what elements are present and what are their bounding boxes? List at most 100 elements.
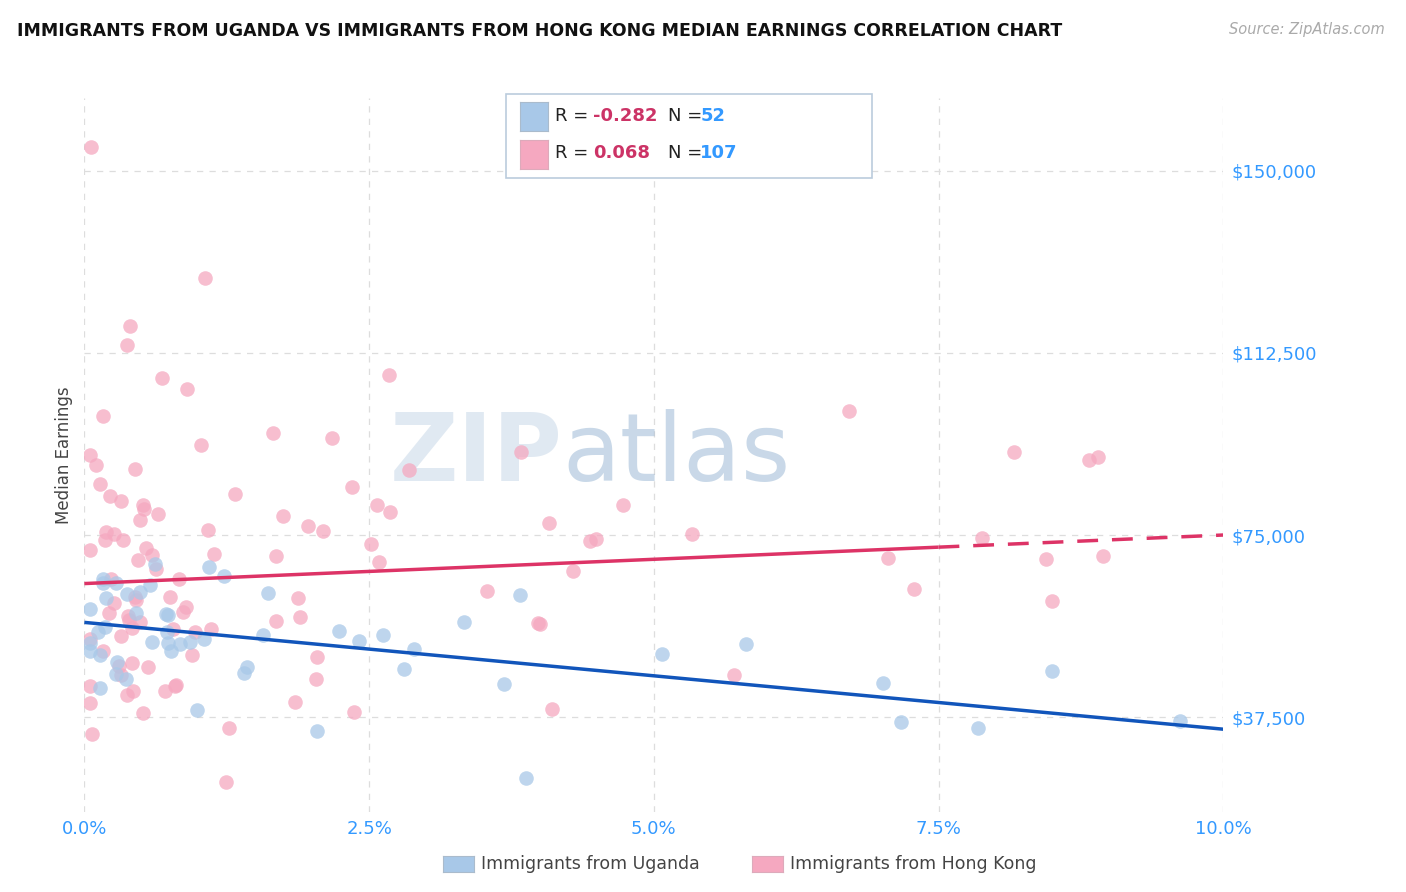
Point (872, 676, 894, 690)
Point (579, 534, 602, 549)
Point (111, 533, 134, 547)
Point (165, 678, 187, 692)
Point (838, 403, 860, 417)
Point (79, 696, 101, 710)
Point (159, 644, 181, 658)
Point (103, 526, 125, 541)
Text: N =: N = (668, 107, 707, 125)
Point (264, 549, 287, 564)
Point (79, 644, 101, 658)
Point (157, 608, 180, 623)
Point (651, 647, 673, 661)
Point (93, 620, 115, 634)
Text: Source: ZipAtlas.com: Source: ZipAtlas.com (1229, 22, 1385, 37)
Point (1002, 445, 1025, 459)
Point (287, 591, 309, 605)
Point (200, 622, 222, 636)
Point (1087, 450, 1109, 465)
Point (224, 487, 246, 501)
Point (125, 593, 148, 607)
Point (233, 665, 256, 680)
Text: ZIP: ZIP (389, 409, 562, 501)
Text: R =: R = (555, 145, 600, 162)
Point (612, 498, 634, 512)
Point (1040, 664, 1063, 678)
Point (236, 660, 259, 674)
Point (377, 368, 399, 382)
Point (121, 621, 143, 635)
Point (723, 667, 745, 681)
Point (115, 672, 138, 686)
Point (477, 583, 499, 598)
Point (193, 632, 215, 646)
Point (402, 642, 425, 657)
Point (169, 572, 191, 586)
Point (297, 518, 319, 533)
Point (79, 601, 101, 615)
Point (139, 578, 162, 592)
Text: atlas: atlas (562, 409, 792, 501)
Point (143, 558, 166, 572)
Point (94, 525, 117, 540)
Point (184, 625, 207, 640)
Point (103, 596, 125, 610)
Point (510, 445, 533, 459)
Point (110, 668, 132, 682)
Point (104, 575, 127, 590)
Point (89, 648, 111, 663)
Point (174, 600, 197, 615)
Text: IMMIGRANTS FROM UGANDA VS IMMIGRANTS FROM HONG KONG MEDIAN EARNINGS CORRELATION : IMMIGRANTS FROM UGANDA VS IMMIGRANTS FRO… (17, 22, 1062, 40)
Text: -0.282: -0.282 (593, 107, 658, 125)
Point (159, 591, 181, 605)
Point (198, 560, 221, 574)
Point (80, 139, 103, 153)
Point (312, 524, 335, 539)
Point (125, 606, 148, 620)
Point (122, 684, 145, 698)
Point (115, 688, 138, 702)
Point (156, 624, 179, 639)
Point (89, 476, 111, 491)
Point (527, 615, 550, 630)
Point (80, 727, 103, 741)
Point (271, 509, 294, 524)
Point (492, 677, 515, 691)
Point (1035, 551, 1057, 566)
Point (262, 426, 284, 441)
Point (108, 659, 131, 673)
Point (107, 655, 129, 669)
Point (98, 489, 121, 503)
Point (79, 636, 101, 650)
Text: 0.068: 0.068 (593, 145, 651, 162)
Point (163, 679, 186, 693)
Point (136, 659, 159, 673)
Point (215, 775, 238, 789)
Text: 107: 107 (700, 145, 738, 162)
Point (124, 590, 146, 604)
Point (89, 681, 111, 696)
Point (115, 337, 138, 351)
Point (94, 591, 117, 605)
Point (197, 523, 219, 537)
Point (181, 648, 204, 663)
Point (128, 585, 150, 599)
Text: Immigrants from Hong Kong: Immigrants from Hong Kong (790, 855, 1036, 873)
Point (347, 633, 370, 648)
Point (398, 463, 420, 477)
Point (288, 610, 311, 624)
Y-axis label: Median Earnings: Median Earnings (55, 386, 73, 524)
Point (91, 576, 114, 591)
Point (1078, 453, 1101, 467)
Point (94, 533, 117, 547)
Point (218, 722, 240, 736)
Point (966, 721, 988, 735)
Point (202, 547, 225, 561)
Point (128, 615, 150, 629)
Point (79, 448, 101, 462)
Point (141, 548, 163, 562)
Point (128, 513, 150, 527)
Point (515, 772, 537, 786)
Point (256, 586, 278, 600)
Point (135, 541, 157, 555)
Point (453, 615, 475, 629)
